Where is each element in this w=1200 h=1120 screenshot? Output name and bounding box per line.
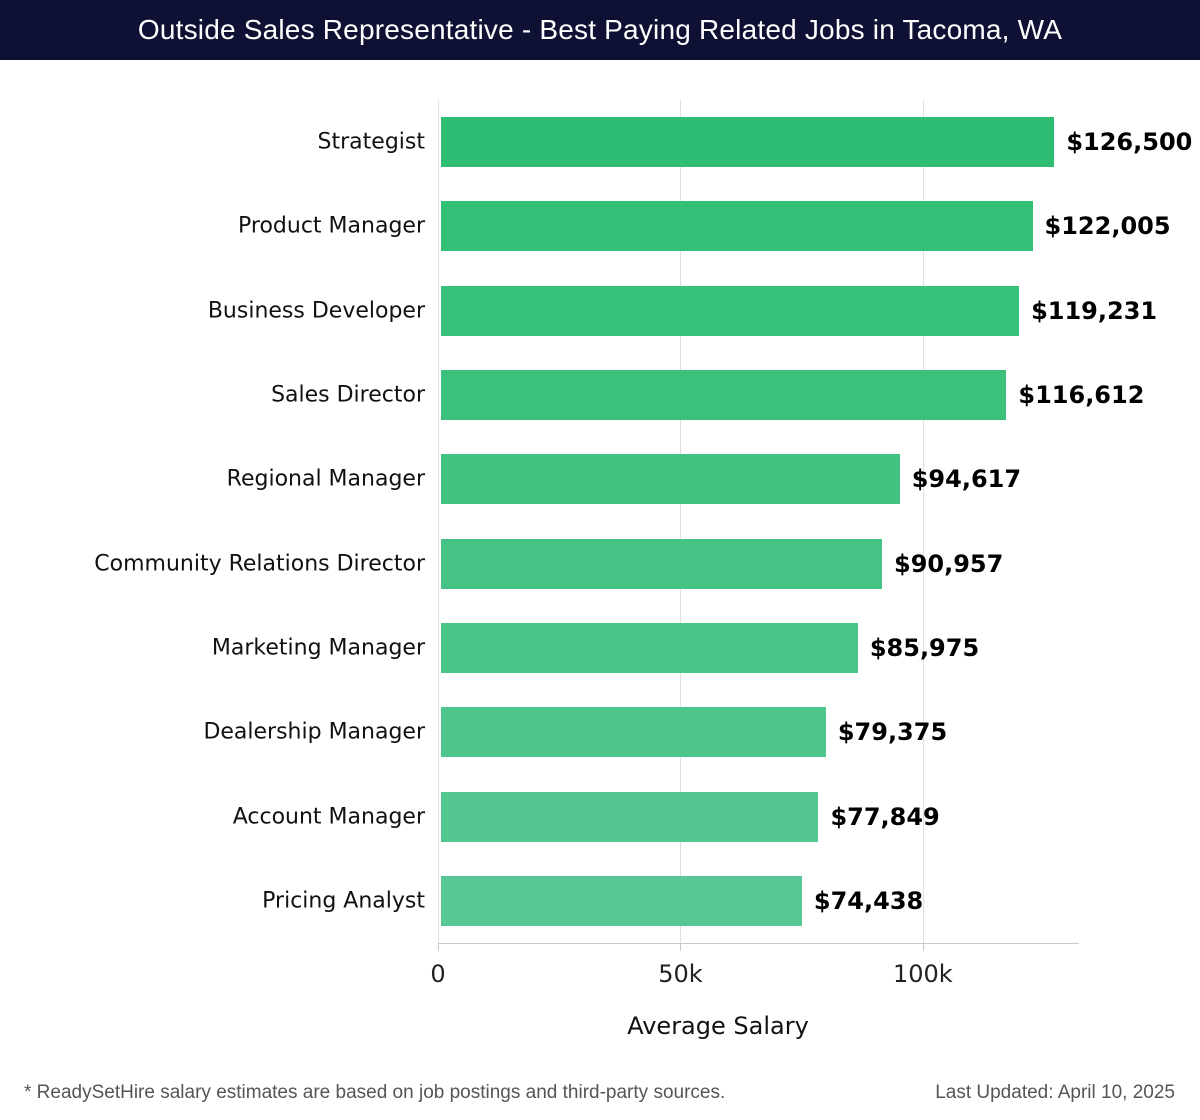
x-tick-label: 50k: [658, 960, 703, 988]
category-label: Sales Director: [271, 382, 425, 408]
x-tick-label: 0: [430, 960, 446, 988]
x-axis-line: [438, 943, 1079, 944]
value-label: $79,375: [837, 718, 948, 747]
bar[interactable]: [441, 370, 1007, 421]
value-label: $126,500: [1066, 128, 1193, 157]
bar[interactable]: [441, 707, 826, 758]
value-label: $74,438: [813, 886, 924, 915]
bar[interactable]: [441, 117, 1055, 168]
category-label: Pricing Analyst: [262, 888, 425, 914]
value-label: $119,231: [1031, 296, 1158, 325]
category-label: Community Relations Director: [94, 551, 425, 577]
gridline-100k: [922, 100, 924, 943]
value-label: $77,849: [830, 802, 940, 831]
bar[interactable]: [441, 791, 819, 842]
gridline-50k: [680, 100, 682, 943]
value-label: $90,957: [894, 549, 1004, 578]
bar[interactable]: [441, 285, 1020, 336]
x-tick-label: 100k: [892, 960, 953, 988]
x-tick-mark: [680, 943, 682, 951]
category-label: Business Developer: [207, 298, 425, 324]
bar[interactable]: [441, 454, 900, 505]
value-label: $94,617: [911, 465, 1022, 494]
page-title: Outside Sales Representative - Best Payi…: [137, 14, 1063, 45]
category-label: Dealership Manager: [203, 719, 425, 745]
title-bar: Outside Sales Representative - Best Payi…: [0, 0, 1200, 60]
value-label: $122,005: [1044, 212, 1171, 241]
footnote-text: * ReadySetHire salary estimates are base…: [24, 1082, 726, 1103]
value-label: $116,612: [1018, 381, 1145, 410]
value-label: $85,975: [869, 633, 980, 662]
gridline-0: [438, 100, 439, 943]
category-label: Strategist: [317, 129, 425, 155]
category-label: Marketing Manager: [211, 635, 425, 661]
bar[interactable]: [441, 622, 858, 673]
category-label: Account Manager: [232, 804, 425, 830]
category-label: Regional Manager: [226, 466, 425, 492]
x-axis-title: Average Salary: [627, 1012, 809, 1040]
bar[interactable]: [441, 201, 1033, 252]
x-tick-mark: [922, 943, 924, 951]
category-label: Product Manager: [238, 213, 425, 239]
last-updated-text: Last Updated: April 10, 2025: [935, 1082, 1175, 1103]
bar[interactable]: [441, 538, 882, 589]
x-tick-mark: [438, 943, 439, 951]
bar[interactable]: [441, 875, 802, 926]
